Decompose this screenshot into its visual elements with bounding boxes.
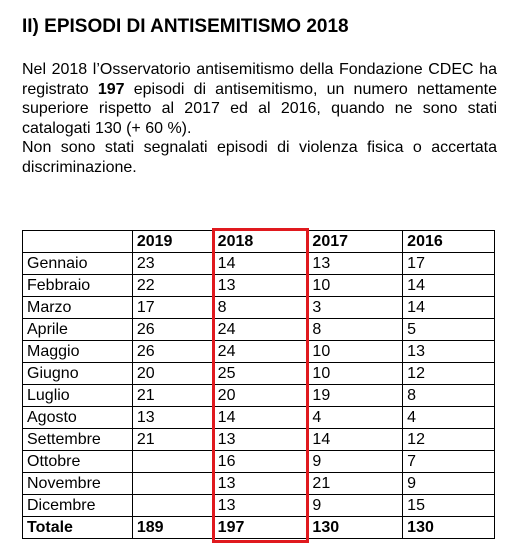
table-cell: 17 (131, 296, 214, 319)
table-cell: 189 (131, 516, 214, 539)
table-cell: Totale (22, 516, 133, 539)
paragraph: Non sono stati segnalati episodi di viol… (22, 139, 497, 176)
table-cell: 130 (402, 516, 495, 539)
table-row: Luglio 21 20 19 8 (22, 384, 495, 407)
table-cell: 13 (212, 428, 309, 451)
table-row: 2019 2018 2017 2016 (22, 230, 495, 253)
table-cell: 13 (212, 472, 309, 495)
table-cell: 26 (131, 340, 214, 363)
table-cell: Maggio (22, 340, 133, 363)
table-cell: 20 (131, 362, 214, 385)
table-row: Ottobre 16 9 7 (22, 450, 495, 473)
table-cell: 12 (402, 428, 495, 451)
table-cell: 21 (131, 428, 214, 451)
table-cell: 2019 (131, 230, 214, 253)
table-cell: 17 (402, 252, 495, 275)
table-cell: 9 (307, 494, 404, 517)
table-row: Settembre 21 13 14 12 (22, 428, 495, 451)
table-cell: Aprile (22, 318, 133, 341)
table-cell: 2016 (402, 230, 495, 253)
table-cell: 20 (212, 384, 309, 407)
table-cell: Agosto (22, 406, 133, 429)
table-cell: 14 (402, 296, 495, 319)
table-cell: 13 (307, 252, 404, 275)
table-cell: 8 (402, 384, 495, 407)
table-row: Aprile 26 24 8 5 (22, 318, 495, 341)
data-table: 2019 2018 2017 2016 Gennaio 23 14 13 17 Febbraio 2… (22, 230, 495, 539)
table-cell: 8 (307, 318, 404, 341)
table-cell: Gennaio (22, 252, 133, 275)
table-cell: 10 (307, 362, 404, 385)
table-cell: 3 (307, 296, 404, 319)
table-row: Febbraio 22 13 10 14 (22, 274, 495, 297)
table-cell: 10 (307, 340, 404, 363)
table-row: Dicembre 13 9 15 (22, 494, 495, 517)
table-cell: Novembre (22, 472, 133, 495)
table-cell: Ottobre (22, 450, 133, 473)
table-cell: 197 (212, 516, 309, 539)
table-cell: 4 (402, 406, 495, 429)
paragraph: Nel 2018 l’Osservatorio antisemitismo de… (22, 60, 497, 138)
table-cell: 14 (307, 428, 404, 451)
table-cell: 130 (307, 516, 404, 539)
table-cell: Febbraio (22, 274, 133, 297)
table-cell: 7 (402, 450, 495, 473)
table-cell (131, 472, 214, 495)
bold-text: 197 (97, 80, 125, 98)
table-cell: Marzo (22, 296, 133, 319)
table-cell: Dicembre (22, 494, 133, 517)
highlight-box (212, 228, 309, 543)
table-cell: 14 (402, 274, 495, 297)
table-cell: 19 (307, 384, 404, 407)
table-cell: 9 (402, 472, 495, 495)
table-cell (131, 450, 214, 473)
table-cell: 22 (131, 274, 214, 297)
table-cell: 4 (307, 406, 404, 429)
table-cell: 12 (402, 362, 495, 385)
table-cell (131, 494, 214, 517)
text: Nel 2018 l’Osservatorio antisemitismo de… (22, 61, 497, 98)
table-row: Marzo 17 8 3 14 (22, 296, 495, 319)
table-cell: 10 (307, 274, 404, 297)
table-cell: 23 (131, 252, 214, 275)
table-cell: 21 (307, 472, 404, 495)
table-cell: Settembre (22, 428, 133, 451)
table-cell: 2017 (307, 230, 404, 253)
body-text: Nel 2018 l’Osservatorio antisemitismo de… (22, 60, 497, 177)
table-cell: 26 (131, 318, 214, 341)
table-cell: 15 (402, 494, 495, 517)
table-cell: 13 (402, 340, 495, 363)
table-cell: 21 (131, 384, 214, 407)
text: episodi di antisemitismo, un numero nett… (22, 80, 498, 137)
heading: II) EPISODI DI ANTISEMITISMO 2018 (22, 16, 349, 37)
table-cell: 13 (131, 406, 214, 429)
table-cell: Luglio (22, 384, 133, 407)
table-cell: 9 (307, 450, 404, 473)
table-cell (22, 230, 133, 253)
table-cell: 5 (402, 318, 495, 341)
table-row: Novembre 13 21 9 (22, 472, 495, 495)
table-cell: Giugno (22, 362, 133, 385)
table-row: Totale 189 197 130 130 (22, 516, 495, 539)
